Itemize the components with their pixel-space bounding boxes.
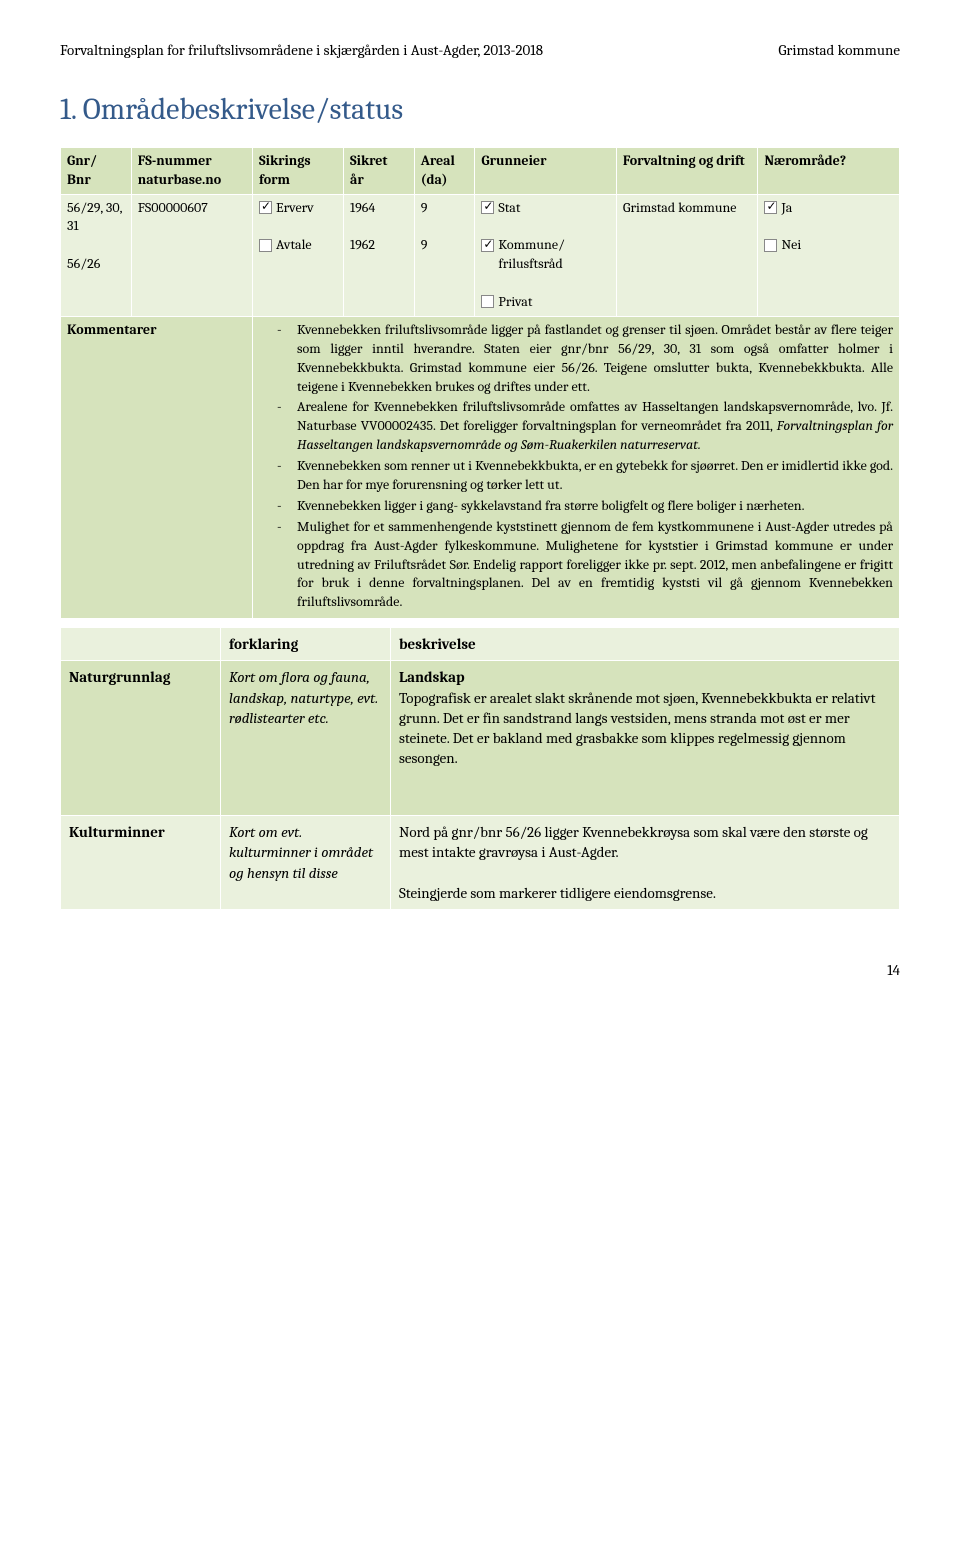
page-header: Forvaltningsplan for friluftslivsområden… xyxy=(60,40,900,60)
cell-sikret: 1964 1962 xyxy=(344,194,415,316)
label-erverv: Erverv xyxy=(276,199,314,216)
main-table: Gnr/ Bnr FS-nummer naturbase.no Sikrings… xyxy=(60,147,900,619)
kommentarer-list: Kvennebekken friluftslivsområde ligger p… xyxy=(259,321,893,612)
th-sikringsform: Sikrings form xyxy=(253,147,344,194)
sub-row-naturgrunnlag: Naturgrunnlag Kort om flora og fauna, la… xyxy=(61,661,900,816)
checkbox-kommune[interactable] xyxy=(481,239,494,252)
cell-areal: 9 9 xyxy=(414,194,475,316)
areal-b: 9 xyxy=(421,236,428,253)
label-stat: Stat xyxy=(498,199,520,216)
cell-naeromraade: Ja Nei xyxy=(758,194,900,316)
cell-fs: FS00000607 xyxy=(131,194,252,316)
naturgrunnlag-beskrivelse: Landskap Topografisk er arealet slakt sk… xyxy=(391,661,900,816)
kommentar-item: Kvennebekken friluftslivsområde ligger p… xyxy=(277,321,893,397)
sub-th-forklaring: forklaring xyxy=(221,628,391,661)
naturgrunnlag-label: Naturgrunnlag xyxy=(61,661,221,816)
checkbox-privat[interactable] xyxy=(481,295,494,308)
cell-grunneier: Stat Kommune/ frilusftsråd Privat xyxy=(475,194,617,316)
checkbox-erverv[interactable] xyxy=(259,201,272,214)
sub-table: forklaring beskrivelse Naturgrunnlag Kor… xyxy=(60,627,900,910)
checkbox-ja[interactable] xyxy=(764,201,777,214)
label-ja: Ja xyxy=(781,199,792,216)
th-gnr: Gnr/ Bnr xyxy=(61,147,132,194)
kulturminner-forklaring: Kort om evt. kulturminner i området og h… xyxy=(221,816,391,910)
header-right: Grimstad kommune xyxy=(778,40,900,60)
checkbox-avtale[interactable] xyxy=(259,239,272,252)
sub-th-empty xyxy=(61,628,221,661)
label-privat: Privat xyxy=(498,293,532,310)
th-sikret: Sikret år xyxy=(344,147,415,194)
label-nei: Nei xyxy=(781,236,801,253)
kultur-text-2: Steingjerde som markerer tidligere eiend… xyxy=(399,884,716,902)
kulturminner-beskrivelse: Nord på gnr/bnr 56/26 ligger Kvennebekkr… xyxy=(391,816,900,910)
cell-gnr: 56/29, 30, 31 56/26 xyxy=(61,194,132,316)
kommentarer-content: Kvennebekken friluftslivsområde ligger p… xyxy=(253,316,900,618)
sub-header-row: forklaring beskrivelse xyxy=(61,628,900,661)
checkbox-nei[interactable] xyxy=(764,239,777,252)
gnr-a: 56/29, 30, 31 xyxy=(67,199,122,235)
checkbox-stat[interactable] xyxy=(481,201,494,214)
landskap-title: Landskap xyxy=(399,668,465,686)
label-kommune: Kommune/ frilusftsråd xyxy=(498,236,565,274)
year-b: 1962 xyxy=(350,236,375,253)
table-row-kommentarer: Kommentarer Kvennebekken friluftslivsomr… xyxy=(61,316,900,618)
kommentarer-label: Kommentarer xyxy=(61,316,253,618)
header-left: Forvaltningsplan for friluftslivsområden… xyxy=(60,40,543,60)
sub-row-kulturminner: Kulturminner Kort om evt. kulturminner i… xyxy=(61,816,900,910)
kommentar-item: Kvennebekken som renner ut i Kvennebekkb… xyxy=(277,457,893,495)
th-grunneier: Grunneier xyxy=(475,147,617,194)
landskap-text: Topografisk er arealet slakt skrånende m… xyxy=(399,689,875,768)
cell-forvaltning: Grimstad kommune xyxy=(616,194,758,316)
naturgrunnlag-forklaring: Kort om flora og fauna, landskap, naturt… xyxy=(221,661,391,816)
th-fs: FS-nummer naturbase.no xyxy=(131,147,252,194)
th-naeromraade: Nærområde? xyxy=(758,147,900,194)
gnr-b: 56/26 xyxy=(67,255,100,272)
year-a: 1964 xyxy=(350,199,375,216)
table-row: 56/29, 30, 31 56/26 FS00000607 Erverv Av… xyxy=(61,194,900,316)
kommentar-item: Kvennebekken ligger i gang- sykkelavstan… xyxy=(277,497,893,516)
label-avtale: Avtale xyxy=(276,236,312,253)
kommentar-item: Arealene for Kvennebekken friluftslivsom… xyxy=(277,398,893,455)
th-forvaltning: Forvaltning og drift xyxy=(616,147,758,194)
table-header-row: Gnr/ Bnr FS-nummer naturbase.no Sikrings… xyxy=(61,147,900,194)
kommentar-item: Mulighet for et sammenhengende kyststine… xyxy=(277,518,893,612)
page-title: 1. Områdebeskrivelse/status xyxy=(60,90,900,131)
areal-a: 9 xyxy=(421,199,428,216)
page-number: 14 xyxy=(60,960,900,980)
kultur-text-1: Nord på gnr/bnr 56/26 ligger Kvennebekkr… xyxy=(399,823,868,861)
sub-th-beskrivelse: beskrivelse xyxy=(391,628,900,661)
th-areal: Areal (da) xyxy=(414,147,475,194)
kulturminner-label: Kulturminner xyxy=(61,816,221,910)
cell-sikringsform: Erverv Avtale xyxy=(253,194,344,316)
